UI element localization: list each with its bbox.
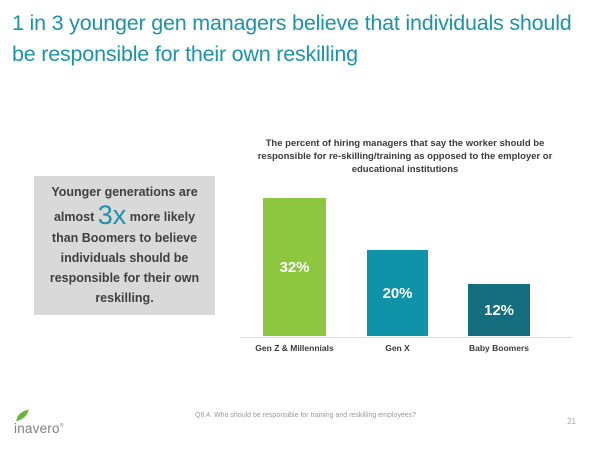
leaf-icon <box>16 409 29 422</box>
source-footnote: Q6.4. Who should be responsible for trai… <box>195 412 417 419</box>
slide-title: 1 in 3 younger gen managers believe that… <box>12 11 572 67</box>
chart-baseline-axis <box>240 337 572 338</box>
bar-value-label: 20% <box>382 284 413 302</box>
callout-text-after: more likely than Boomers to believe indi… <box>49 210 200 305</box>
chart-bar: 20% <box>367 250 428 336</box>
bar-category-label: Gen X <box>385 343 410 353</box>
logo-wordmark: inavero® <box>14 421 64 436</box>
chart-title: The percent of hiring managers that say … <box>257 138 553 175</box>
page-number: 21 <box>567 417 576 426</box>
callout-box: Younger generations are almost 3x more l… <box>34 176 215 315</box>
bar-category-label: Gen Z & Millennials <box>255 343 334 353</box>
logo-text: inavero <box>14 421 60 436</box>
callout-highlight-3x: 3x <box>97 200 127 231</box>
inavero-logo: inavero® <box>14 409 84 441</box>
bar-category-label: Baby Boomers <box>469 343 529 353</box>
callout-text: Younger generations are almost 3x more l… <box>42 183 207 309</box>
bar-value-label: 32% <box>279 258 310 276</box>
bar-chart: 32% Gen Z & Millennials 20% Gen X 12% Baby Bo… <box>0 198 600 353</box>
chart-bar: 32% <box>263 198 326 336</box>
bar-value-label: 12% <box>483 301 515 319</box>
logo-registered-mark: ® <box>59 423 64 429</box>
chart-bar: 12% <box>468 284 530 336</box>
callout-text-before: Younger generations are almost <box>51 184 198 225</box>
